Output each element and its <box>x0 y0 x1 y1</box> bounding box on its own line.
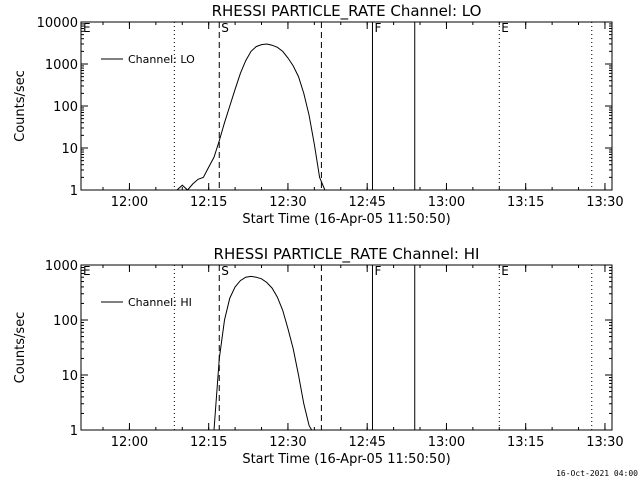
panel-1-ytick-label: 10000 <box>37 16 78 31</box>
panel-2-ytick-label: 1 <box>70 424 78 439</box>
panel-1-marker-label: E <box>501 21 509 35</box>
panel-1-marker-label: E <box>83 21 91 35</box>
panel-1-ytick-label: 100 <box>53 100 78 115</box>
panel-2-xlabel: Start Time (16-Apr-05 11:50:50) <box>242 452 450 467</box>
panel-1-marker-label: S <box>221 21 229 35</box>
panel-1-ytick-label: 1000 <box>45 58 78 73</box>
panel-2-xtick-label: 12:00 <box>111 435 148 450</box>
footer-timestamp: 16-Oct-2021 04:00 <box>556 469 638 478</box>
panel-2-marker-label: F <box>374 264 381 278</box>
panel-2-ytick-label: 1000 <box>45 259 78 274</box>
panel-1-ylabel: Counts/sec <box>13 70 28 142</box>
panel-2-xtick-label: 12:15 <box>190 435 227 450</box>
panel-1-title: RHESSI PARTICLE_RATE Channel: LO <box>212 2 482 21</box>
panel-2-xtick-label: 13:30 <box>586 435 623 450</box>
panel-2-ytick-label: 10 <box>61 369 78 384</box>
panel-2-title: RHESSI PARTICLE_RATE Channel: HI <box>214 245 480 264</box>
panel-1-xtick-label: 13:30 <box>586 195 623 210</box>
panel-1-legend-label: Channel: LO <box>128 53 195 66</box>
panel-2-marker-label: S <box>221 264 229 278</box>
panel-1-ytick-label: 10 <box>61 142 78 157</box>
panel-2-xtick-label: 12:30 <box>269 435 306 450</box>
panel-2-xtick-label: 12:45 <box>348 435 385 450</box>
panel-1-xlabel: Start Time (16-Apr-05 11:50:50) <box>242 212 450 227</box>
panel-2-ytick-label: 100 <box>53 314 78 329</box>
panel-1-xtick-label: 12:30 <box>269 195 306 210</box>
panel-1-ytick-label: 1 <box>70 184 78 199</box>
panel-1-xtick-label: 13:15 <box>507 195 544 210</box>
panel-1-xtick-label: 12:45 <box>348 195 385 210</box>
panel-2-xtick-label: 13:00 <box>428 435 465 450</box>
panel-1-xtick-label: 13:00 <box>428 195 465 210</box>
panel-1-marker-label: F <box>374 21 381 35</box>
panel-2-legend-label: Channel: HI <box>128 296 192 309</box>
panel-2-series-line <box>213 275 313 431</box>
panel-1-xtick-label: 12:15 <box>190 195 227 210</box>
panel-1-series-line <box>176 43 326 191</box>
panel-1-axes-frame <box>80 21 613 191</box>
panel-2-axes-frame <box>80 264 613 431</box>
panel-2-marker-label: E <box>83 264 91 278</box>
panel-2-marker-label: E <box>501 264 509 278</box>
panel-2-ylabel: Counts/sec <box>13 312 28 384</box>
panel-2-xtick-label: 13:15 <box>507 435 544 450</box>
panel-1-xtick-label: 12:00 <box>111 195 148 210</box>
